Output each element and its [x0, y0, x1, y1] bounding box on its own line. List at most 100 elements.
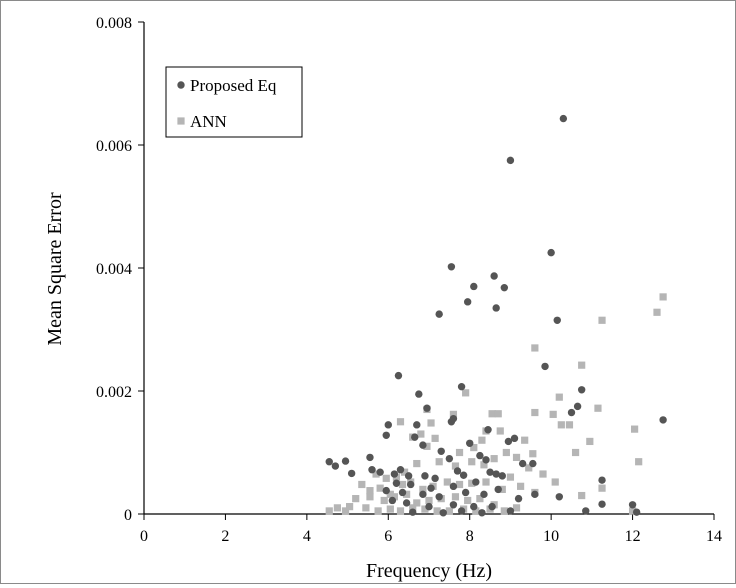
ann-point [417, 430, 425, 438]
proposed-eq-point [445, 454, 454, 463]
ann-point [586, 437, 594, 446]
ann-point [362, 504, 370, 512]
proposed-eq-point [331, 462, 340, 470]
proposed-eq-point [435, 493, 443, 501]
proposed-eq-point [404, 472, 413, 480]
ann-point [396, 418, 405, 426]
ann-point [555, 393, 563, 401]
proposed-eq-point [411, 433, 419, 441]
proposed-eq-point [419, 490, 427, 499]
ann-point [451, 493, 460, 501]
ann-point [468, 458, 476, 466]
x-tick-label: 10 [543, 528, 559, 545]
ann-point [549, 410, 557, 418]
ann-point [598, 484, 606, 492]
ann-point [539, 470, 547, 478]
proposed-eq-point [531, 490, 539, 499]
ann-point [488, 410, 496, 418]
ann-point [346, 503, 354, 511]
x-tick-label: 4 [303, 528, 311, 545]
legend-label-proposed-eq: Proposed Eq [190, 76, 277, 95]
y-tick-label: 0.002 [96, 384, 132, 401]
proposed-eq-point [435, 310, 443, 318]
proposed-eq-point [457, 382, 466, 391]
ann-point [476, 495, 484, 503]
ann-point [500, 507, 508, 515]
proposed-eq-point [559, 114, 568, 123]
proposed-eq-point [394, 371, 403, 380]
ann-point [400, 468, 409, 476]
ann-point [455, 480, 464, 489]
proposed-eq-point [396, 466, 405, 474]
proposed-eq-point [453, 467, 462, 475]
proposed-eq-point [388, 496, 397, 505]
proposed-eq-point [341, 457, 350, 465]
ann-point [431, 434, 439, 442]
ann-point [494, 410, 502, 418]
ann-point [557, 421, 565, 429]
proposed-eq-point [498, 472, 506, 480]
x-tick-label: 2 [221, 528, 229, 545]
proposed-eq-point [470, 282, 478, 291]
proposed-eq-point [406, 480, 415, 489]
proposed-eq-point [466, 439, 474, 447]
ann-point [376, 484, 384, 492]
proposed-eq-point [447, 263, 456, 271]
proposed-eq-point [506, 156, 515, 165]
ann-point [578, 361, 586, 369]
x-tick-label: 8 [466, 528, 474, 545]
y-axis-ticks: 0 0.002 0.004 0.006 0.008 [96, 15, 144, 524]
proposed-eq-point [510, 434, 519, 443]
proposed-eq-point [486, 468, 494, 476]
proposed-eq-point [632, 508, 641, 516]
ann-point [531, 408, 539, 417]
proposed-eq-point [457, 507, 466, 515]
ann-point [409, 504, 417, 512]
ann-point [333, 504, 341, 512]
ann-point [594, 404, 602, 412]
proposed-eq-point [382, 431, 390, 439]
proposed-eq-point [547, 248, 555, 257]
proposed-eq-point [470, 502, 478, 511]
ann-point [435, 458, 443, 466]
proposed-eq-point [449, 482, 458, 491]
proposed-eq-point [598, 500, 606, 508]
ann-point [352, 495, 360, 503]
proposed-eq-point [500, 283, 509, 292]
ann-point [635, 458, 643, 466]
proposed-eq-point [488, 502, 496, 511]
ann-point [386, 490, 394, 498]
ann-point [413, 459, 421, 468]
x-tick-label: 6 [384, 528, 392, 545]
proposed-eq-point [415, 390, 423, 398]
proposed-eq-point [392, 479, 401, 487]
ann-point [464, 496, 472, 505]
ann-point [419, 485, 427, 493]
ann-point [653, 308, 661, 316]
ann-point [659, 293, 667, 301]
proposed-eq-point [421, 472, 429, 480]
proposed-eq-point [382, 486, 390, 495]
legend-box [165, 66, 303, 138]
proposed-eq-point [506, 507, 515, 515]
proposed-eq-point [437, 447, 445, 455]
ann-point [455, 448, 464, 457]
x-tick-label: 14 [706, 528, 722, 545]
proposed-eq-point [413, 421, 421, 429]
proposed-eq-point [398, 488, 407, 497]
ann-point [366, 493, 374, 501]
ann-point [386, 505, 394, 513]
proposed-eq-point [518, 459, 527, 468]
ann-point [565, 421, 574, 429]
ann-point [445, 507, 453, 515]
proposed-eq-point [478, 509, 486, 517]
proposed-eq-point [384, 421, 392, 429]
ann-point [468, 479, 476, 487]
legend[interactable]: Proposed Eq ANN [165, 66, 303, 138]
proposed-eq-point [439, 509, 447, 517]
proposed-eq-point [553, 316, 561, 324]
proposed-eq-point [577, 386, 586, 394]
ann-point [517, 482, 525, 490]
proposed-eq-point [390, 470, 399, 478]
